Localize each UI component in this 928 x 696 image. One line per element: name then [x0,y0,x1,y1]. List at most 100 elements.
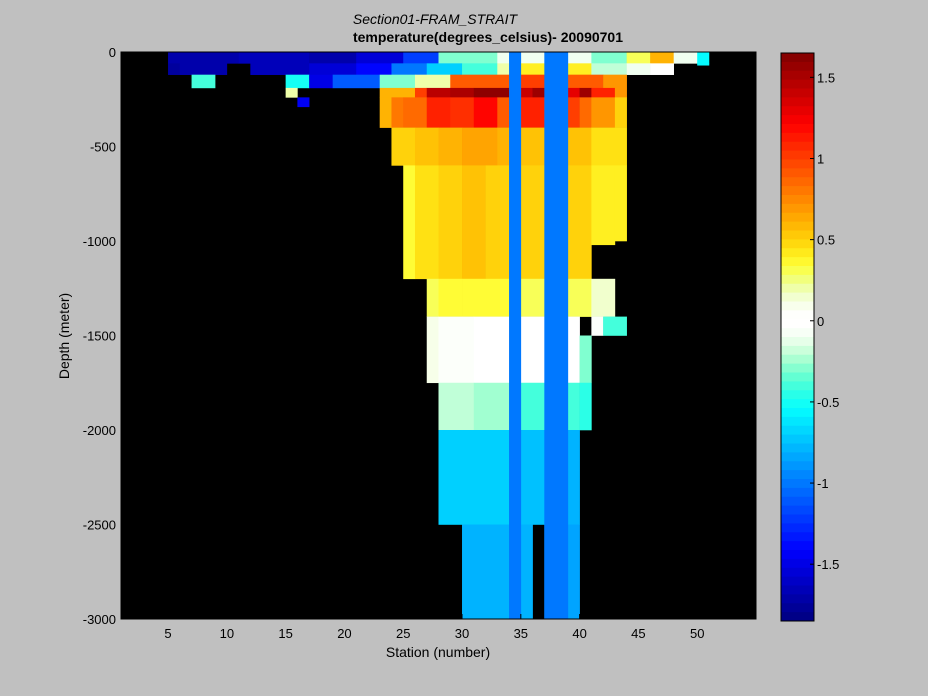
colorbar-tick-label: -0.5 [817,395,839,410]
x-tick-label: 15 [278,626,292,641]
heatmap-cell [426,316,439,384]
heatmap-cell [614,97,627,128]
heatmap-cell [438,430,510,525]
colorbar-band [781,53,814,63]
colorbar-band [781,177,814,187]
heatmap-cell [438,52,498,64]
colorbar-band [781,106,814,116]
colorbar-band [781,230,814,240]
y-tick-label: -2000 [83,423,116,438]
colorbar-band [781,558,814,569]
colorbar-band [781,168,814,178]
colorbar-band [781,354,814,365]
colorbar-band [781,496,814,507]
heatmap-cell [379,87,416,98]
y-axis-ticks: 0 -500 -1000 -1500 -2000 -2500 -3000 [83,45,116,627]
colorbar-band [781,195,814,205]
colorbar-band [781,576,814,586]
colorbar-band [781,141,814,152]
heatmap-cell [297,97,310,108]
colorbar-band [781,257,814,267]
heatmap-cell [697,63,710,66]
colorbar-band [781,523,814,533]
heatmap-cell [168,63,181,75]
heatmap-cell [309,52,357,64]
colorbar-band [781,266,814,276]
heatmap-cell [591,278,616,317]
colorbar-band [781,221,814,231]
heatmap-cell [473,316,510,384]
heatmap-cell [309,74,333,89]
heatmap-cell [473,97,498,128]
y-tick-label: -500 [90,140,116,155]
heatmap-cell [591,127,627,166]
colorbar-band [781,345,814,356]
colorbar-band [781,159,814,169]
heatmap-cell [697,52,710,64]
colorbar-band [781,97,814,107]
heatmap-cell [414,74,451,89]
heatmap-cell [579,87,592,98]
heatmap-cell [414,165,439,280]
heatmap-cell [403,52,439,64]
heatmap-cell [309,63,357,75]
colorbar-band [781,248,814,258]
heatmap-cell [356,52,404,64]
heatmap-cell [438,382,475,431]
colorbar-band [781,603,814,613]
colorbar-band [781,132,814,143]
chart-title-line2: temperature(degrees_celsius)- 20090701 [353,29,623,45]
heatmap-cell [379,97,392,128]
heatmap-cell [544,52,569,620]
heatmap-cell [238,52,310,64]
colorbar-band [781,461,814,471]
x-axis-label: Station (number) [386,644,490,660]
heatmap-cell [614,87,627,98]
heatmap-cell [626,63,651,75]
colorbar-tick-label: -1 [817,476,829,491]
colorbar-band [781,301,814,311]
heatmap-cell [426,63,463,75]
heatmap-cell [403,165,416,280]
colorbar-tick-label: 1 [817,151,824,166]
heatmap-cell [285,87,298,98]
colorbar-band [781,363,814,373]
heatmap-cell [591,87,616,98]
heatmap-cell [650,63,674,75]
heatmap-cell [579,97,592,128]
colorbar-band [781,381,814,391]
heatmap-cell [450,74,510,89]
heatmap-cell [591,52,627,64]
colorbar-band [781,212,814,223]
heatmap-cell [497,97,510,128]
colorbar-band [781,416,814,427]
heatmap-cell [473,87,510,98]
colorbar-band [781,372,814,382]
colorbar-band [781,399,814,409]
colorbar-band [781,550,814,560]
heatmap-cell [285,74,310,89]
colorbar-band [781,124,814,134]
colorbar-band [781,532,814,542]
heatmap-cell [391,97,404,128]
colorbar-tick-label: 0 [817,314,824,329]
colorbar-band [781,425,814,436]
y-axis-label: Depth (meter) [56,293,72,379]
heatmap-cell [438,278,463,317]
heatmap-cell [426,278,439,317]
heatmap-cell [473,382,510,431]
heatmap-cell [626,52,651,64]
heatmap-cell [250,63,310,75]
heatmap-cell [650,52,674,64]
heatmap-cell [603,316,627,336]
y-tick-label: -2500 [83,518,116,533]
heatmap-cell [579,382,592,431]
colorbar-band [781,203,814,214]
heatmap-cell [179,63,228,75]
heatmap-cell [426,97,451,128]
colorbar-ticks: 1.5 1 0.5 0 -0.5 -1 -1.5 [810,70,839,572]
colorbar-band [781,514,814,524]
colorbar-band [781,79,814,89]
chart-title-line1: Section01-FRAM_STRAIT [353,11,519,27]
